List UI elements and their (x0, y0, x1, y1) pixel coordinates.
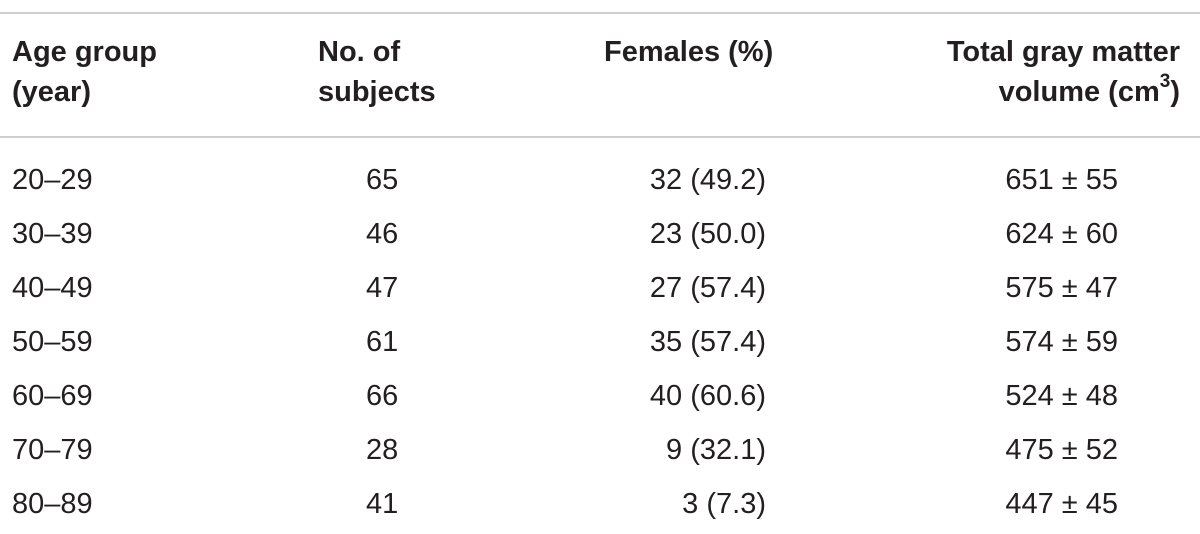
cell-females: 9 (32.1) (666, 434, 766, 466)
cell-no-of-subjects: 46 (366, 218, 399, 250)
table-row: 60–69 66 40 (60.6) 524 ± 48 (0, 369, 1200, 423)
table-row: 80–89 41 3 (7.3) 447 ± 45 (0, 477, 1200, 531)
cell-females: 3 (7.3) (682, 488, 766, 520)
cell-gray-matter-volume: 651 ± 55 (1005, 164, 1118, 196)
cell-no-of-subjects: 65 (366, 164, 399, 196)
header-n-line2: subjects (318, 76, 436, 108)
cell-age-group: 50–59 (12, 326, 93, 358)
cell-no-of-subjects: 47 (366, 272, 399, 304)
table-row: 30–39 46 23 (50.0) 624 ± 60 (0, 207, 1200, 261)
cell-gray-matter-volume: 475 ± 52 (1005, 434, 1118, 466)
header-age-group: Age group (year) (12, 32, 157, 112)
cell-females: 40 (60.6) (649, 380, 766, 412)
cell-gray-matter-volume: 624 ± 60 (1005, 218, 1118, 250)
table-row: 70–79 28 9 (32.1) 475 ± 52 (0, 423, 1200, 477)
header-gray-matter: Total gray matter volume (cm3) (908, 32, 1180, 112)
cell-age-group: 20–29 (12, 164, 93, 196)
header-age-line2: (year) (12, 76, 91, 108)
table-row: 40–49 47 27 (57.4) 575 ± 47 (0, 261, 1200, 315)
header-females: Females (%) (604, 32, 773, 72)
cell-females: 27 (57.4) (649, 272, 766, 304)
header-no-of-subjects: No. of subjects (318, 32, 436, 112)
cell-females: 32 (49.2) (649, 164, 766, 196)
header-n-line1: No. of (318, 36, 401, 68)
table-top-rule (0, 12, 1200, 14)
cell-age-group: 30–39 (12, 218, 93, 250)
cell-no-of-subjects: 28 (366, 434, 399, 466)
cell-no-of-subjects: 66 (366, 380, 399, 412)
header-gm-superscript: 3 (1159, 71, 1171, 93)
header-gm-line2: volume (cm3) (908, 72, 1180, 112)
cell-no-of-subjects: 61 (366, 326, 399, 358)
cell-age-group: 70–79 (12, 434, 93, 466)
header-age-line1: Age group (12, 36, 157, 68)
cell-age-group: 80–89 (12, 488, 93, 520)
table-row: 20–29 65 32 (49.2) 651 ± 55 (0, 153, 1200, 207)
table-row: 50–59 61 35 (57.4) 574 ± 59 (0, 315, 1200, 369)
cell-females: 23 (50.0) (649, 218, 766, 250)
cell-age-group: 40–49 (12, 272, 93, 304)
cell-gray-matter-volume: 575 ± 47 (1005, 272, 1118, 304)
header-fem-line1: Females (%) (604, 36, 774, 68)
cell-gray-matter-volume: 447 ± 45 (1005, 488, 1118, 520)
header-gm-line1: Total gray matter (946, 36, 1180, 68)
cell-gray-matter-volume: 524 ± 48 (1005, 380, 1118, 412)
header-divider-rule (0, 136, 1200, 138)
cell-females: 35 (57.4) (649, 326, 766, 358)
cell-no-of-subjects: 41 (366, 488, 399, 520)
cell-gray-matter-volume: 574 ± 59 (1005, 326, 1118, 358)
cell-age-group: 60–69 (12, 380, 93, 412)
header-gm-line2-text: volume (cm (998, 76, 1160, 108)
header-gm-line2-close: ) (1170, 76, 1180, 108)
